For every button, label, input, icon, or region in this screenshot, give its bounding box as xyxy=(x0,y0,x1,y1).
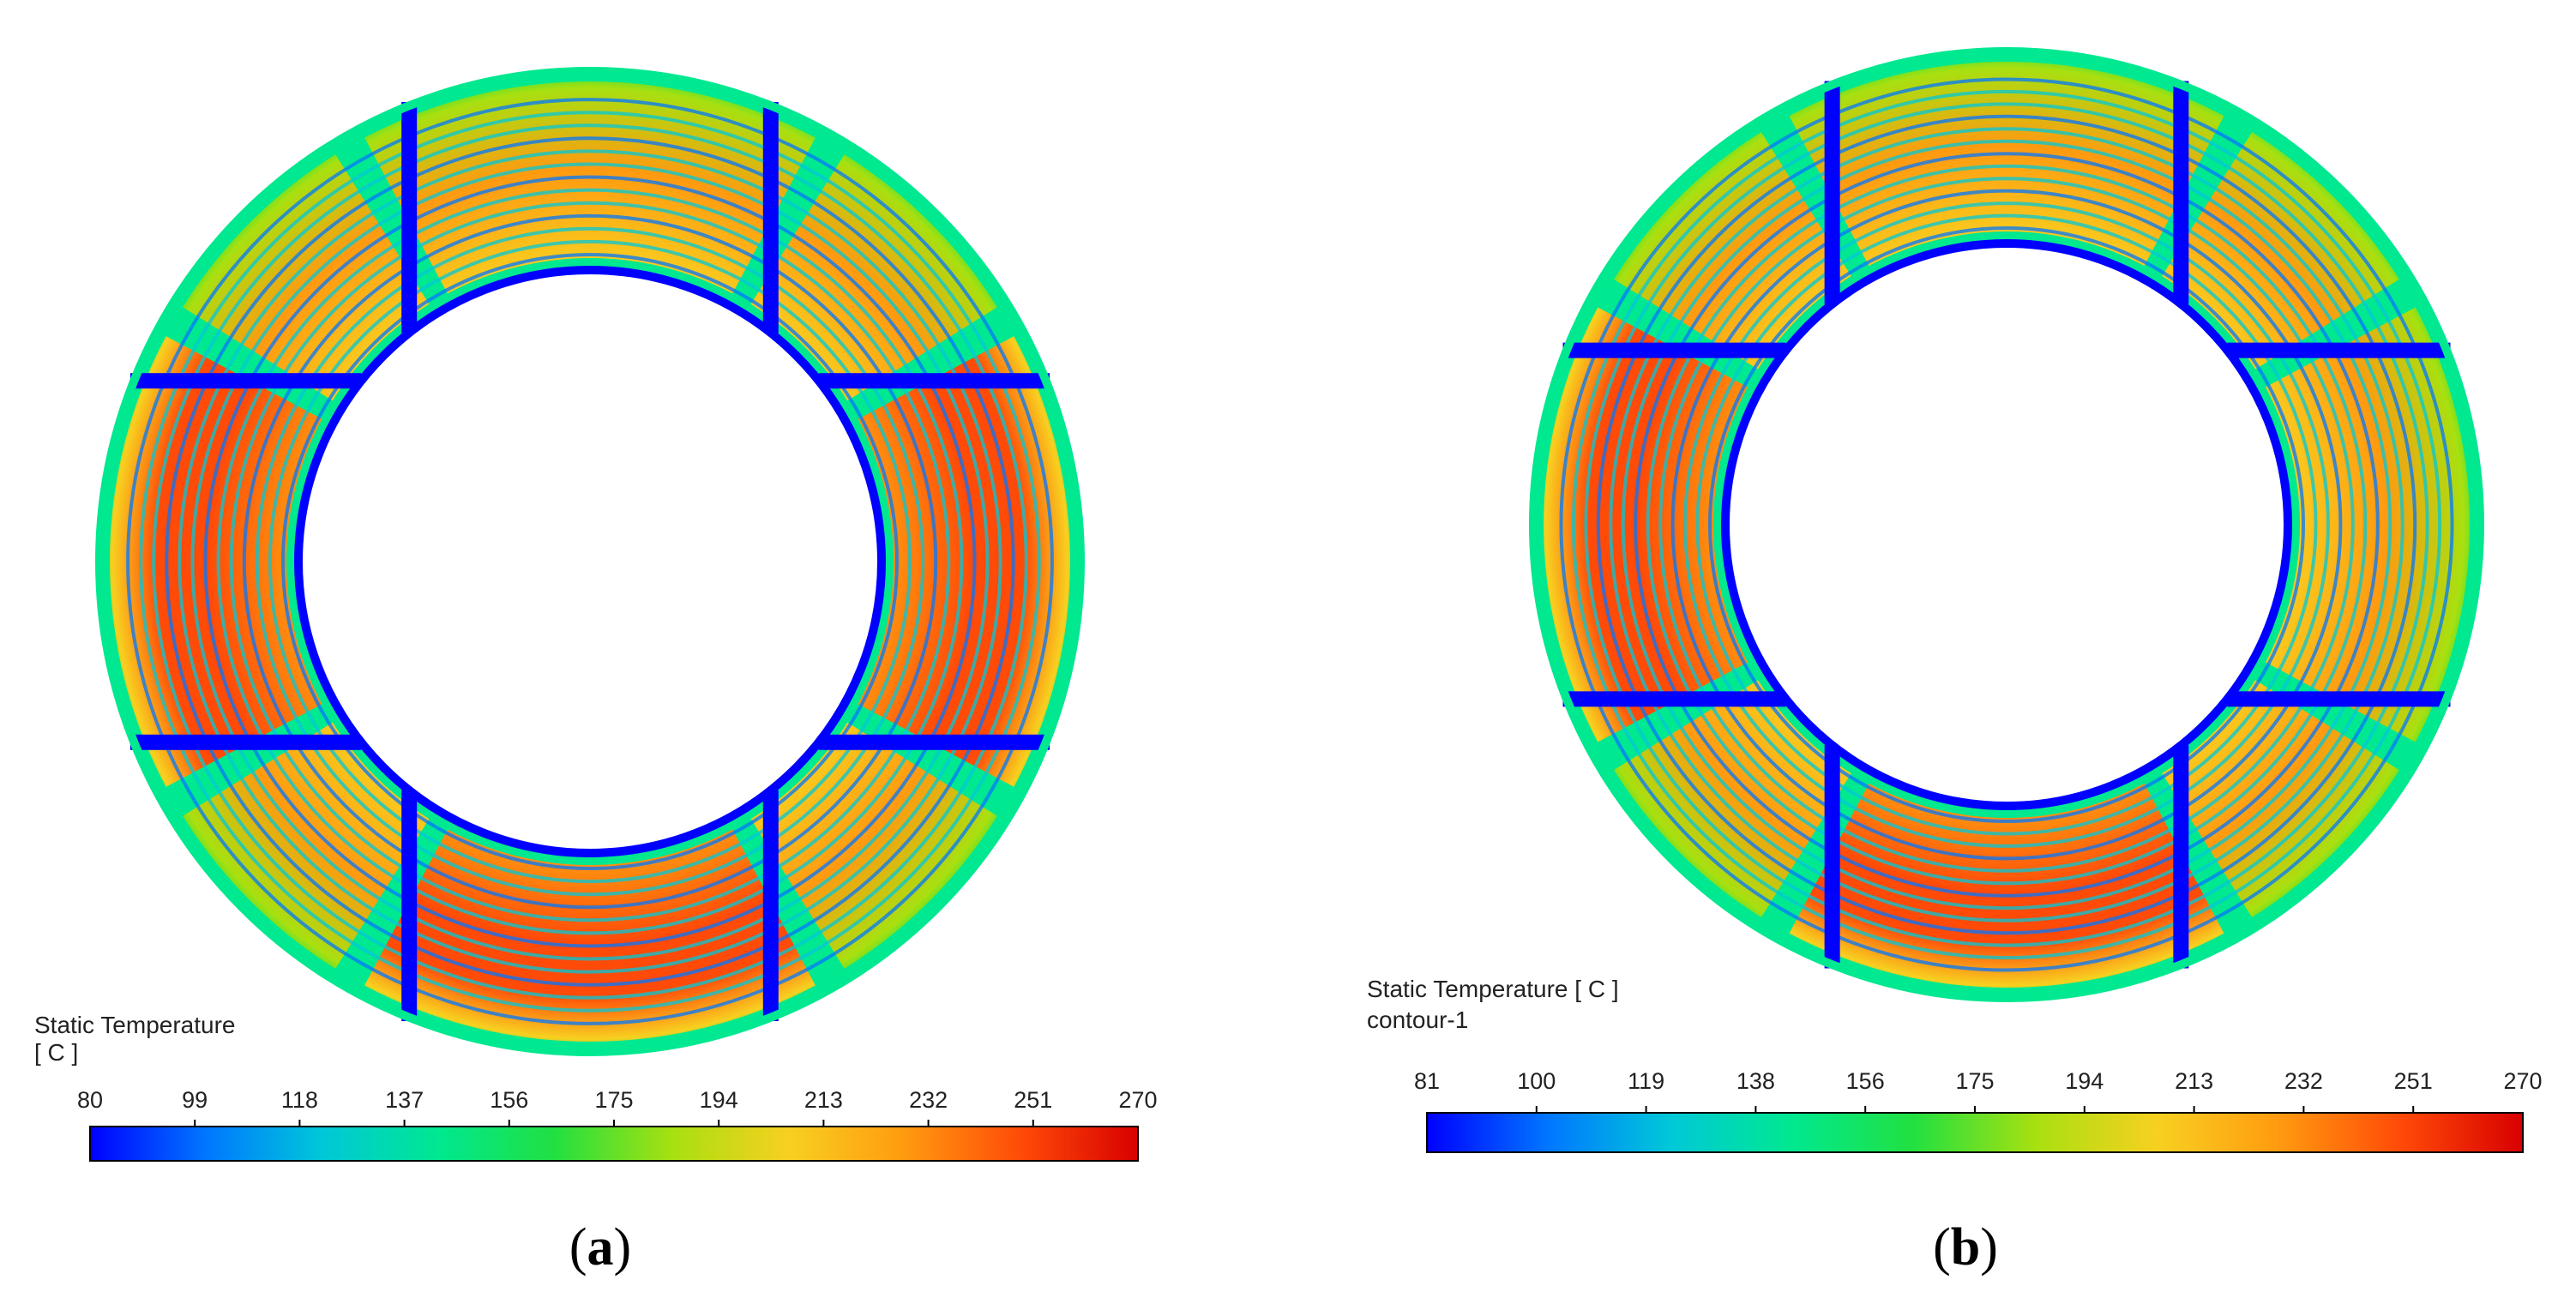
outer-boundary xyxy=(1529,47,2484,1002)
colorbar-tick-label: 270 xyxy=(2503,1068,2543,1094)
channel-stripe xyxy=(1584,102,2429,947)
colorbar-tick-label: 232 xyxy=(2284,1068,2323,1094)
sector-left xyxy=(1544,307,1748,742)
colorbar-tick-label: 251 xyxy=(2393,1068,2433,1094)
sector-right xyxy=(858,336,1070,787)
separator-bar xyxy=(818,373,1050,389)
colorbar-gradient xyxy=(1426,1112,2524,1153)
channel-stripe xyxy=(242,213,938,910)
channel-stripe xyxy=(1621,139,2392,910)
sector-top xyxy=(1789,62,2224,267)
channel-stripe xyxy=(1596,114,2417,935)
colorbar-tick-label: 80 xyxy=(76,1087,104,1113)
separator-bar xyxy=(2227,342,2451,358)
colorbar-tick-label: 194 xyxy=(699,1087,738,1113)
colorbar xyxy=(89,1120,1139,1162)
separator-bar xyxy=(762,101,779,334)
sector-top xyxy=(364,81,816,294)
panel-label: (a) xyxy=(569,1218,632,1277)
channel-stripe xyxy=(216,188,964,935)
colorbar-tick-label: 99 xyxy=(182,1087,208,1113)
temperature-contour-ring-b xyxy=(1529,47,2484,1002)
colorbar-tick-label: 119 xyxy=(1628,1068,1665,1094)
channel-stripe xyxy=(1646,164,2368,886)
colorbar-tick-label: 213 xyxy=(2175,1068,2214,1094)
legend-title: Static Temperature [ C ] xyxy=(1367,976,1619,1002)
colorbar-tick-label: 232 xyxy=(909,1087,948,1113)
sector-right xyxy=(2265,307,2470,742)
channel-stripe xyxy=(178,149,1002,974)
sector-left xyxy=(109,336,322,787)
separator-bar xyxy=(2227,691,2451,707)
channel-stripe xyxy=(126,98,1054,1025)
colorbar-tick-label: 270 xyxy=(1118,1087,1158,1113)
channel-stripe xyxy=(1571,89,2442,960)
inner-boundary xyxy=(294,266,886,857)
colorbar xyxy=(1426,1106,2524,1153)
legend-unit: [ C ] xyxy=(34,1039,79,1066)
legend-title: Static Temperature xyxy=(34,1012,236,1038)
sector-bottom xyxy=(1789,783,2224,988)
channel-stripe xyxy=(203,175,977,948)
outer-boundary xyxy=(95,67,1085,1056)
separator-bar xyxy=(762,790,779,1022)
colorbar-tick-label: 194 xyxy=(2065,1068,2104,1094)
channel-stripe xyxy=(1658,177,2355,873)
separator-bar xyxy=(129,734,362,750)
colorbar-tick-label: 156 xyxy=(490,1087,529,1113)
colorbar-tick-label: 156 xyxy=(1845,1068,1885,1094)
sector-bottom xyxy=(364,829,816,1042)
colorbar-tick-label: 118 xyxy=(280,1087,318,1113)
colorbar-tick-label: 81 xyxy=(1413,1068,1441,1094)
channel-stripe xyxy=(1695,213,2318,836)
separator-bar xyxy=(2173,81,2189,304)
legend-subtitle: contour-1 xyxy=(1367,1007,1469,1033)
separator-bar xyxy=(1824,81,1840,304)
separator-bar xyxy=(401,790,418,1022)
colorbar-tick-label: 251 xyxy=(1014,1087,1053,1113)
channel-stripe xyxy=(139,111,1041,1013)
colorbar-gradient xyxy=(89,1126,1139,1162)
colorbar-tick-label: 213 xyxy=(803,1087,843,1113)
colorbar-tick-label: 100 xyxy=(1517,1068,1556,1094)
panel-label: (b) xyxy=(1933,1218,1998,1277)
channel-stripe xyxy=(1559,77,2454,972)
channel-stripe xyxy=(281,253,899,870)
separator-bar xyxy=(1562,342,1786,358)
channel-stripe xyxy=(1609,127,2404,922)
channel-stripe xyxy=(255,226,925,897)
colorbar-tick-label: 175 xyxy=(1955,1068,1995,1094)
separator-bar xyxy=(401,101,418,334)
channel-stripe xyxy=(268,239,912,884)
panel-b: Static Temperature [ C ] contour-1 81 100… xyxy=(1288,0,2576,1310)
channel-stripe xyxy=(229,201,951,922)
channel-stripe xyxy=(190,162,990,961)
channel-stripe xyxy=(152,123,1028,1000)
channel-stripe xyxy=(1670,189,2343,861)
channel-stripe xyxy=(1708,226,2305,823)
inner-boundary xyxy=(1721,239,2292,810)
panel-a: Static Temperature [ C ] 80 99 118 137 156 17… xyxy=(34,67,1158,1277)
separator-bar xyxy=(1562,691,1786,707)
colorbar-tick-label: 138 xyxy=(1736,1068,1775,1094)
channel-stripe xyxy=(1634,152,2380,898)
temperature-contour-ring-a xyxy=(95,67,1085,1056)
channel-stripe xyxy=(1683,201,2330,848)
separator-bar xyxy=(1824,745,1840,969)
colorbar-tick-label: 137 xyxy=(385,1087,424,1113)
separator-bar xyxy=(129,373,362,389)
separator-bar xyxy=(2173,745,2189,969)
colorbar-tick-label: 175 xyxy=(594,1087,634,1113)
separator-bar xyxy=(818,734,1050,750)
channel-stripe xyxy=(165,136,1015,987)
